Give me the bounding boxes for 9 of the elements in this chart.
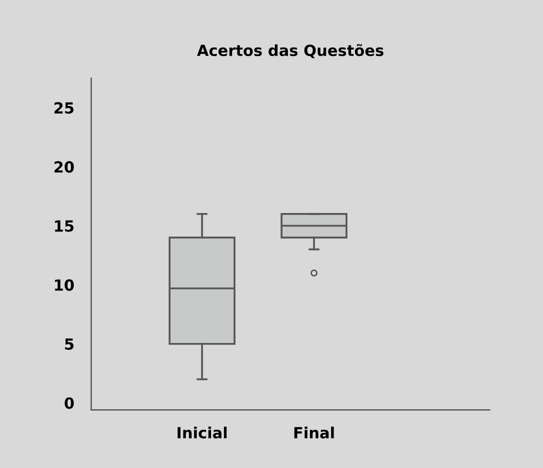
y-tick-label: 15: [55, 220, 74, 232]
chart-title: Acertos das Questões: [196, 44, 384, 58]
y-tick-label: 0: [64, 397, 74, 409]
y-tick-label: 20: [54, 161, 74, 173]
y-tick-label: 25: [54, 102, 74, 114]
y-tick-label: 5: [65, 338, 74, 350]
y-tick-label: 10: [55, 279, 74, 291]
x-tick-label: Inicial: [178, 426, 227, 438]
x-tick-label: Final: [294, 426, 334, 438]
